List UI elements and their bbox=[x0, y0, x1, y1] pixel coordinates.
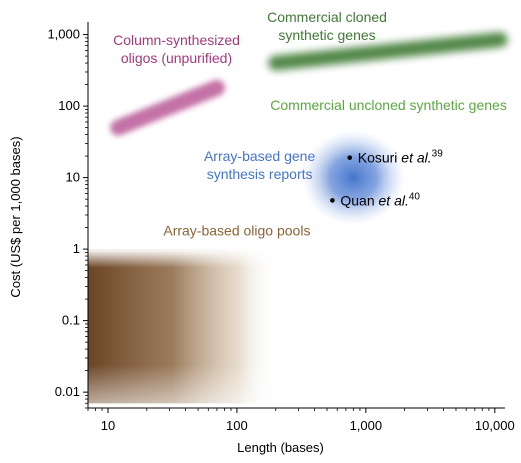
point-kosuri-author: Kosuri bbox=[358, 150, 398, 166]
y-tick-label: 1 bbox=[73, 241, 80, 256]
label-array-gene-synthesis-line: synthesis reports bbox=[207, 166, 313, 182]
y-tick-label: 1,000 bbox=[47, 27, 80, 42]
label-cloned-genes: Commercial cloned synthetic genes bbox=[267, 9, 387, 43]
x-axis-title: Length (bases) bbox=[237, 440, 324, 455]
y-axis-title: Cost (US$ per 1,000 bases) bbox=[8, 136, 23, 297]
label-array-oligo-pools: Array-based oligo pools bbox=[163, 223, 310, 239]
region-column-oligos bbox=[110, 79, 225, 136]
label-column-oligos: Column-synthesized oligos (unpurified) bbox=[113, 32, 240, 66]
label-cloned-genes-line: synthetic genes bbox=[278, 27, 375, 43]
label-array-oligo-pools-line: Array-based oligo pools bbox=[163, 223, 310, 239]
label-cloned-genes-line: Commercial cloned bbox=[267, 9, 387, 25]
point-kosuri bbox=[347, 155, 353, 160]
region-cloned-genes bbox=[268, 32, 508, 71]
label-column-oligos-line: Column-synthesized bbox=[113, 32, 240, 48]
axes-layer: 0.01 0.1 1 10 100 1,000 10 100 1,000 10,000 Length… bbox=[8, 22, 515, 455]
labels-layer: Commercial cloned synthetic genes Column-s… bbox=[113, 9, 507, 239]
point-kosuri-ref: 39 bbox=[432, 149, 444, 160]
x-tick-label: 10,000 bbox=[475, 418, 515, 433]
label-array-gene-synthesis-line: Array-based gene bbox=[204, 148, 316, 164]
point-quan-etal: et al. bbox=[375, 192, 409, 208]
x-tick-label: 10 bbox=[101, 418, 115, 433]
y-tick-label: 10 bbox=[66, 170, 80, 185]
label-uncloned-genes: Commercial uncloned synthetic genes bbox=[270, 97, 507, 113]
point-quan bbox=[330, 198, 335, 203]
point-kosuri-label: Kosuri et al.39 bbox=[358, 149, 443, 166]
x-tick-label: 100 bbox=[226, 418, 248, 433]
point-quan-label: Quan et al.40 bbox=[340, 191, 420, 208]
y-tick-label: 0.1 bbox=[62, 313, 80, 328]
label-column-oligos-line: oligos (unpurified) bbox=[121, 50, 232, 66]
y-tick-label: 0.01 bbox=[55, 384, 80, 399]
point-kosuri-etal: et al. bbox=[397, 150, 431, 166]
point-quan-ref: 40 bbox=[409, 191, 421, 202]
point-quan-author: Quan bbox=[340, 192, 374, 208]
region-array-gene-synthesis bbox=[301, 129, 406, 226]
label-uncloned-genes-line: Commercial uncloned synthetic genes bbox=[270, 97, 507, 113]
label-array-gene-synthesis: Array-based gene synthesis reports bbox=[204, 148, 316, 182]
y-tick-label: 100 bbox=[58, 98, 80, 113]
x-tick-label: 1,000 bbox=[350, 418, 383, 433]
region-array-oligo-pools-bottom-fade bbox=[88, 249, 276, 404]
regions-layer bbox=[88, 32, 508, 404]
